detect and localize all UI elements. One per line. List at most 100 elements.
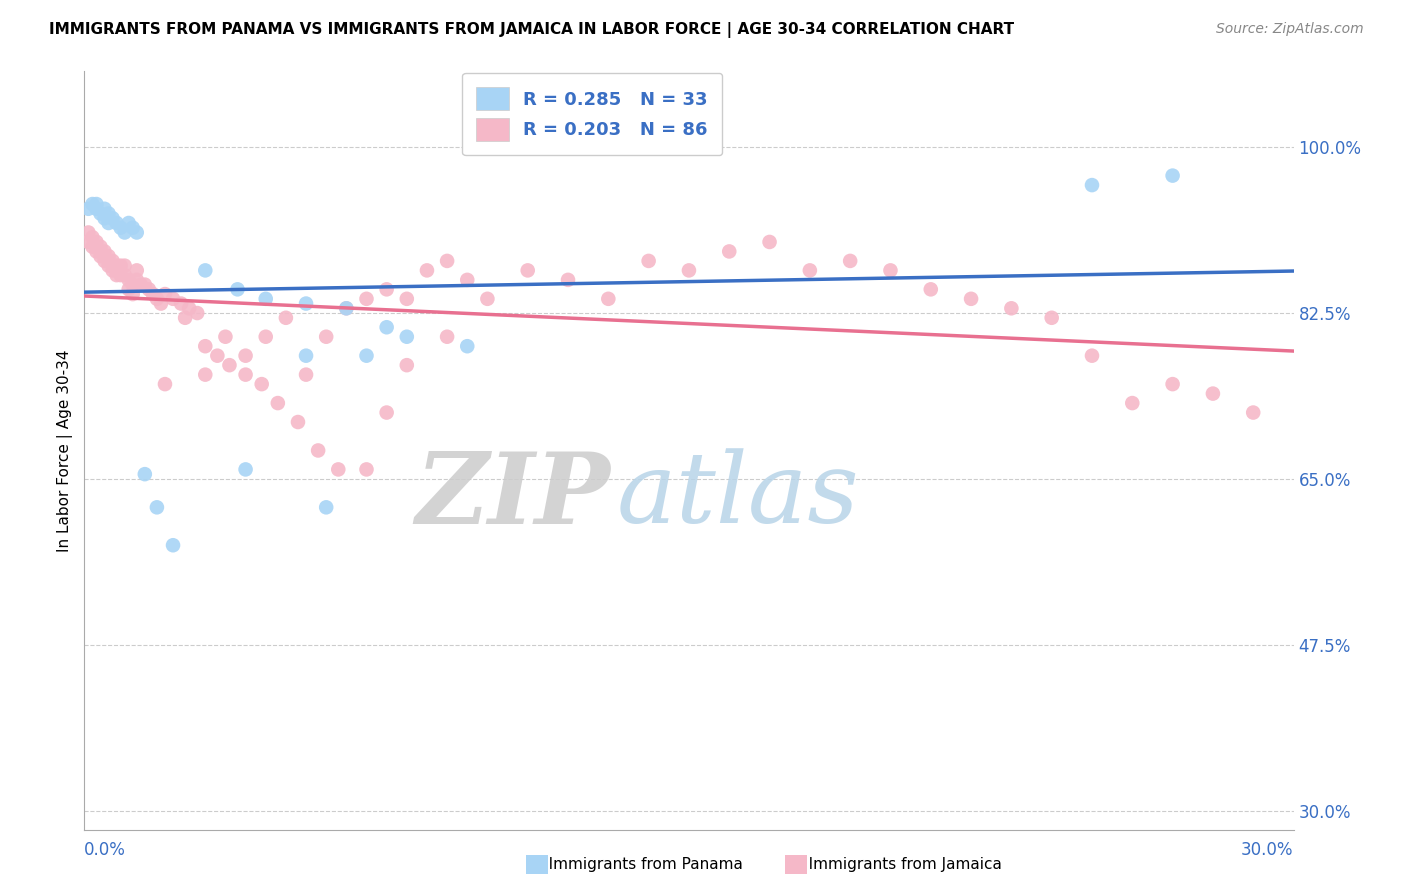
Point	[758, 235, 780, 249]
Point	[395, 358, 418, 372]
Point	[101, 254, 124, 268]
Point	[436, 254, 458, 268]
Point	[89, 240, 111, 254]
Point	[170, 296, 193, 310]
Point	[149, 296, 172, 310]
Legend: R = 0.285   N = 33, R = 0.203   N = 86: R = 0.285 N = 33, R = 0.203 N = 86	[463, 73, 723, 155]
Point	[118, 216, 141, 230]
Point	[637, 254, 659, 268]
Point	[516, 263, 538, 277]
Point	[678, 263, 700, 277]
Point	[1161, 169, 1184, 183]
Point	[153, 377, 176, 392]
Point	[315, 330, 337, 344]
Point	[110, 220, 132, 235]
Bar	[526, 855, 548, 874]
Point	[101, 263, 124, 277]
Point	[82, 197, 104, 211]
Point	[174, 310, 197, 325]
Point	[93, 254, 115, 268]
Point	[295, 296, 318, 310]
Point	[456, 273, 478, 287]
Point	[395, 330, 418, 344]
Point	[125, 273, 148, 287]
Point	[93, 211, 115, 226]
Point	[1000, 301, 1022, 316]
Point	[356, 349, 378, 363]
Point	[121, 287, 143, 301]
Point	[267, 396, 290, 410]
Point	[162, 538, 184, 552]
Point	[395, 292, 418, 306]
Point	[179, 301, 201, 316]
Point	[335, 301, 357, 316]
Point	[226, 282, 249, 296]
Point	[97, 249, 120, 263]
Bar	[785, 855, 807, 874]
Point	[315, 500, 337, 515]
Point	[138, 282, 160, 296]
Point	[77, 235, 100, 249]
Text: ZIP: ZIP	[415, 448, 610, 544]
Point	[356, 292, 378, 306]
Point	[118, 282, 141, 296]
Point	[186, 306, 208, 320]
Point	[207, 349, 229, 363]
Point	[235, 368, 257, 382]
Point	[328, 462, 350, 476]
Point	[134, 277, 156, 292]
Point	[557, 273, 579, 287]
Point	[235, 462, 257, 476]
Point	[879, 263, 901, 277]
Point	[125, 226, 148, 240]
Point	[125, 263, 148, 277]
Point	[121, 220, 143, 235]
Point	[295, 349, 318, 363]
Point	[86, 197, 108, 211]
Point	[335, 301, 357, 316]
Point	[105, 259, 128, 273]
Point	[82, 240, 104, 254]
Point	[97, 259, 120, 273]
Point	[146, 500, 169, 515]
Point	[194, 263, 217, 277]
Point	[105, 216, 128, 230]
Point	[118, 273, 141, 287]
Point	[1121, 396, 1143, 410]
Point	[101, 211, 124, 226]
Point	[839, 254, 862, 268]
Point	[146, 292, 169, 306]
Point	[1081, 349, 1104, 363]
Point	[93, 244, 115, 259]
Point	[920, 282, 942, 296]
Point	[295, 368, 318, 382]
Point	[97, 216, 120, 230]
Point	[194, 339, 217, 353]
Point	[114, 259, 136, 273]
Point	[93, 202, 115, 216]
Point	[356, 462, 378, 476]
Point	[1202, 386, 1225, 401]
Point	[77, 202, 100, 216]
Point	[114, 226, 136, 240]
Point	[86, 235, 108, 249]
Point	[214, 330, 236, 344]
Point	[598, 292, 620, 306]
Point	[250, 377, 273, 392]
Point	[162, 292, 184, 306]
Point	[97, 206, 120, 220]
Point	[153, 287, 176, 301]
Point	[1161, 377, 1184, 392]
Point	[114, 268, 136, 282]
Point	[436, 330, 458, 344]
Point	[477, 292, 499, 306]
Point	[86, 202, 108, 216]
Point	[105, 268, 128, 282]
Point	[129, 277, 152, 292]
Point	[86, 244, 108, 259]
Text: 0.0%: 0.0%	[84, 841, 127, 859]
Point	[375, 320, 398, 334]
Text: IMMIGRANTS FROM PANAMA VS IMMIGRANTS FROM JAMAICA IN LABOR FORCE | AGE 30-34 COR: IMMIGRANTS FROM PANAMA VS IMMIGRANTS FRO…	[49, 22, 1014, 38]
Y-axis label: In Labor Force | Age 30-34: In Labor Force | Age 30-34	[58, 349, 73, 552]
Point	[218, 358, 240, 372]
